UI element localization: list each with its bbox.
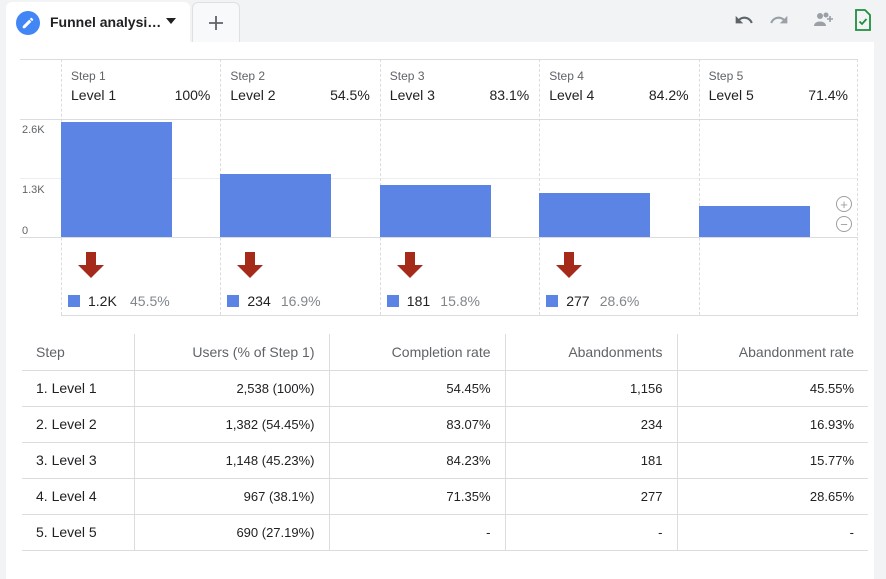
step-label: Step 4 [549,69,584,83]
step-percentage: 83.1% [489,87,530,103]
header-divider [20,119,858,120]
dropoff-legend-swatch [68,295,80,307]
step-level-name: Level 1 [71,87,117,103]
column-header-step[interactable]: Step [22,334,134,371]
row-users-cell: 1,382 (54.45%) [133,406,329,443]
row-step-cell: 4. Level 4 [22,478,134,515]
funnel-bar[interactable] [220,174,332,237]
row-completion-rate-cell: 71.35% [328,478,505,515]
row-completion-rate-cell: 84.23% [328,442,505,479]
row-step-cell: 3. Level 3 [22,442,134,479]
chart-top-line [20,59,858,60]
row-users-cell: 2,538 (100%) [133,370,329,407]
row-abandonments-cell: 181 [504,442,677,479]
zoom-in-icon[interactable]: + [836,196,852,212]
step-level-name: Level 2 [230,87,276,103]
row-abandonment-rate-cell: 45.55% [676,370,868,407]
row-abandonments-cell: - [504,514,677,551]
pencil-icon[interactable] [16,11,40,35]
table-row[interactable]: 2. Level 2 1,382 (54.45%) 83.07% 234 16.93% [22,406,868,443]
plus-icon [209,15,223,30]
dropoff-value[interactable]: 1.2K [88,293,117,309]
tab-title: Funnel analysi… [50,14,162,30]
table-header-row: Step Users (% of Step 1) Completion rate… [22,334,868,371]
row-step-cell: 2. Level 2 [22,406,134,443]
add-tab-button[interactable] [192,2,240,42]
tab-bar: Funnel analysi… [0,0,886,44]
zoom-out-icon[interactable]: − [836,216,852,232]
row-step-cell: 5. Level 5 [22,514,134,551]
step-level-name: Level 4 [549,87,595,103]
funnel-bar[interactable] [379,184,491,237]
gridline [20,178,858,179]
down-arrow-icon [556,252,583,278]
y-tick-label: 2.6K [22,124,45,136]
step-percentage: 100% [174,87,211,103]
column-divider [857,59,858,315]
down-arrow-icon [396,252,423,278]
row-abandonment-rate-cell: 28.65% [676,478,868,515]
row-abandonments-cell: 277 [504,478,677,515]
funnel-table: Step Users (% of Step 1) Completion rate… [22,334,868,551]
dropoff-percentage: 15.8% [440,293,480,309]
row-abandonments-cell: 234 [504,406,677,443]
row-abandonment-rate-cell: - [676,514,868,551]
row-users-cell: 1,148 (45.23%) [133,442,329,479]
row-completion-rate-cell: 83.07% [328,406,505,443]
table-row[interactable]: 4. Level 4 967 (38.1%) 71.35% 277 28.65% [22,478,868,515]
dropoff-percentage: 16.9% [280,293,321,309]
step-label: Step 5 [708,69,744,83]
dropoff-value[interactable]: 234 [247,293,271,309]
step-level-name: Level 3 [389,87,435,103]
row-abandonments-cell: 1,156 [504,370,677,407]
funnel-bar[interactable] [539,193,651,237]
funnel-bar[interactable] [61,121,172,237]
step-percentage: 84.2% [648,87,689,103]
down-arrow-icon [78,252,104,278]
undo-icon[interactable] [733,9,755,31]
table-row[interactable]: 5. Level 5 690 (27.19%) - - - [22,514,868,551]
step-level-name: Level 5 [708,87,754,103]
column-header-abandonments[interactable]: Abandonments [504,334,677,371]
row-users-cell: 967 (38.1%) [133,478,329,515]
row-abandonment-rate-cell: 15.77% [676,442,868,479]
step-label: Step 2 [230,69,266,83]
redo-icon[interactable] [768,9,790,31]
dropoff-legend-swatch [227,295,240,307]
table-row[interactable]: 1. Level 1 2,538 (100%) 54.45% 1,156 45.55% [22,370,868,407]
y-tick-label: 1.3K [22,184,45,196]
down-arrow-icon [237,252,264,278]
y-tick-label: 0 [22,225,29,237]
dropoff-legend-swatch [386,295,399,307]
baseline [20,237,858,238]
row-step-cell: 1. Level 1 [22,370,134,407]
row-users-cell: 690 (27.19%) [133,514,329,551]
column-divider [539,59,541,315]
chart-bottom-line [61,315,858,316]
row-completion-rate-cell: - [328,514,505,551]
dropoff-percentage: 45.5% [130,293,170,309]
funnel-panel: 2.6K 1.3K 0 + − Step 1 Level 1 100% 1.2K 45.… [6,42,874,579]
step-percentage: 71.4% [808,87,848,103]
chevron-down-icon[interactable] [166,18,176,24]
step-percentage: 54.5% [330,87,370,103]
table-row[interactable]: 3. Level 3 1,148 (45.23%) 84.23% 181 15.77% [22,442,868,479]
dropoff-value[interactable]: 181 [406,293,431,309]
column-header-users[interactable]: Users (% of Step 1) [133,334,329,371]
row-completion-rate-cell: 54.45% [328,370,505,407]
row-abandonment-rate-cell: 16.93% [676,406,868,443]
dropoff-legend-swatch [546,295,559,307]
step-label: Step 3 [389,69,425,83]
column-header-completion-rate[interactable]: Completion rate [328,334,505,371]
dropoff-value[interactable]: 277 [566,293,590,309]
funnel-chart: 2.6K 1.3K 0 + − Step 1 Level 1 100% 1.2K 45.… [6,42,874,322]
tab-funnel-analysis[interactable]: Funnel analysi… [6,2,190,42]
funnel-bar[interactable] [698,205,810,237]
save-check-icon[interactable] [852,9,874,31]
dropoff-percentage: 28.6% [599,293,640,309]
step-label: Step 1 [71,69,106,83]
column-divider [698,59,700,315]
share-users-icon[interactable] [810,9,836,31]
column-header-abandonment-rate[interactable]: Abandonment rate [676,334,868,371]
